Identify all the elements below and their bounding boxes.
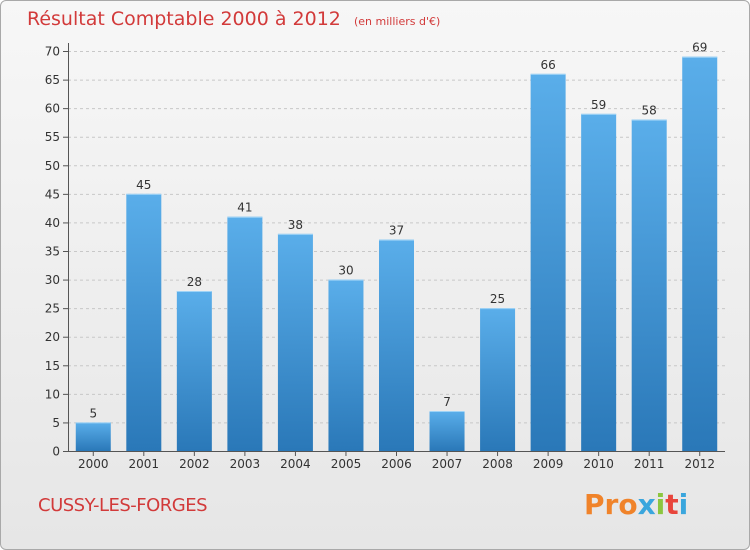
x-tick-label: 2003 [230, 457, 261, 471]
bar [631, 119, 667, 452]
bar-value-label: 25 [490, 292, 505, 306]
bar-value-label: 41 [237, 201, 252, 215]
logo-letter: o [618, 488, 638, 521]
logo-letter: x [637, 488, 656, 521]
bar [682, 56, 718, 451]
y-tick-label: 45 [45, 187, 60, 201]
y-tick-label: 40 [45, 216, 60, 230]
bar [126, 193, 162, 451]
y-tick-label: 60 [45, 102, 60, 116]
bar [530, 73, 566, 451]
bar-value-label: 66 [540, 58, 555, 72]
bar-value-label: 58 [642, 104, 657, 118]
x-tick-label: 2005 [331, 457, 362, 471]
x-tick-label: 2012 [684, 457, 715, 471]
bar [429, 411, 465, 451]
bar-value-label: 69 [692, 41, 707, 55]
y-tick-label: 20 [45, 330, 60, 344]
bar-value-label: 7 [443, 395, 451, 409]
x-tick-label: 2001 [129, 457, 160, 471]
bar [227, 216, 263, 451]
x-tick-label: 2009 [533, 457, 564, 471]
logo-letter: t [665, 488, 679, 521]
bar [277, 233, 313, 451]
y-tick-label: 65 [45, 73, 60, 87]
x-tick-label: 2008 [482, 457, 513, 471]
bar-value-label: 28 [187, 275, 202, 289]
logo-letter: i [678, 488, 689, 521]
x-tick-label: 2010 [583, 457, 614, 471]
chart-title: Résultat Comptable 2000 à 2012 [27, 8, 341, 30]
bar [328, 279, 364, 451]
x-tick-label: 2011 [634, 457, 665, 471]
y-tick-label: 25 [45, 302, 60, 316]
bar [379, 239, 414, 451]
y-tick-label: 50 [45, 159, 60, 173]
y-tick-label: 15 [45, 359, 60, 373]
y-tick-label: 10 [45, 387, 60, 401]
y-tick-label: 55 [45, 130, 60, 144]
chart-unit: (en milliers d'€) [353, 15, 441, 28]
bar [480, 308, 516, 451]
commune-name: CUSSY-LES-FORGES [38, 495, 208, 516]
x-tick-label: 2002 [179, 457, 210, 471]
y-tick-label: 5 [52, 416, 60, 430]
bar-value-label: 30 [338, 264, 353, 278]
bar-value-label: 45 [136, 178, 151, 192]
bar [75, 422, 111, 451]
bars: 5 45 28 41 38 30 37 7 25 66 59 58 69 [75, 41, 718, 452]
axes: 0 5 10 15 20 25 30 35 40 45 50 55 60 65 70 2000 2001 2002… [45, 43, 725, 471]
x-tick-label: 2007 [432, 457, 463, 471]
y-tick-label: 35 [45, 245, 60, 259]
x-tick-label: 2000 [78, 457, 109, 471]
bar [581, 113, 617, 451]
bar [176, 291, 212, 451]
bar-value-label: 38 [288, 218, 303, 232]
bar-value-label: 5 [89, 406, 97, 420]
y-tick-label: 0 [52, 445, 60, 459]
x-tick-label: 2006 [381, 457, 412, 471]
y-tick-label: 30 [45, 273, 60, 287]
bar-value-label: 37 [389, 224, 404, 238]
y-tick-label: 70 [45, 45, 60, 59]
chart-title-block: Résultat Comptable 2000 à 2012 (en milli… [27, 8, 440, 30]
logo-letter: r [604, 488, 619, 521]
bar-value-label: 59 [591, 98, 606, 112]
x-tick-label: 2004 [280, 457, 311, 471]
proxiti-logo[interactable]: Proxiti [584, 488, 688, 521]
logo-letter: P [584, 488, 605, 521]
logo-letter: i [655, 488, 666, 521]
